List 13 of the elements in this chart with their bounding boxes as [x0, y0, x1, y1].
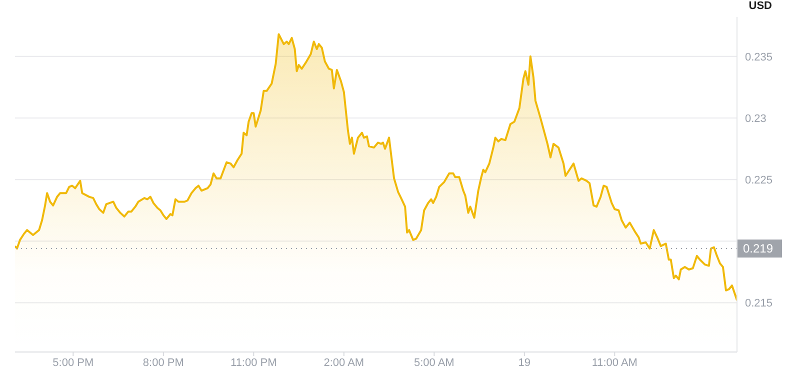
x-tick-label: 5:00 AM	[414, 356, 454, 369]
x-tick-label: 2:00 AM	[324, 356, 364, 369]
x-tick-label: 8:00 PM	[142, 356, 184, 369]
x-tick-label: 19	[518, 356, 531, 369]
ref-line-label: 0.219	[743, 242, 774, 256]
x-tick-label: 11:00 PM	[230, 356, 277, 369]
y-tick-label: 0.235	[745, 51, 773, 64]
y-tick-label: 0.215	[745, 298, 773, 310]
y-tick-label: 0.225	[745, 174, 773, 186]
y-axis-title: USD	[748, 0, 772, 12]
y-tick-label: 0.23	[745, 112, 766, 125]
x-tick-label: 11:00 AM	[592, 356, 638, 369]
x-tick-label: 5:00 PM	[52, 356, 94, 369]
